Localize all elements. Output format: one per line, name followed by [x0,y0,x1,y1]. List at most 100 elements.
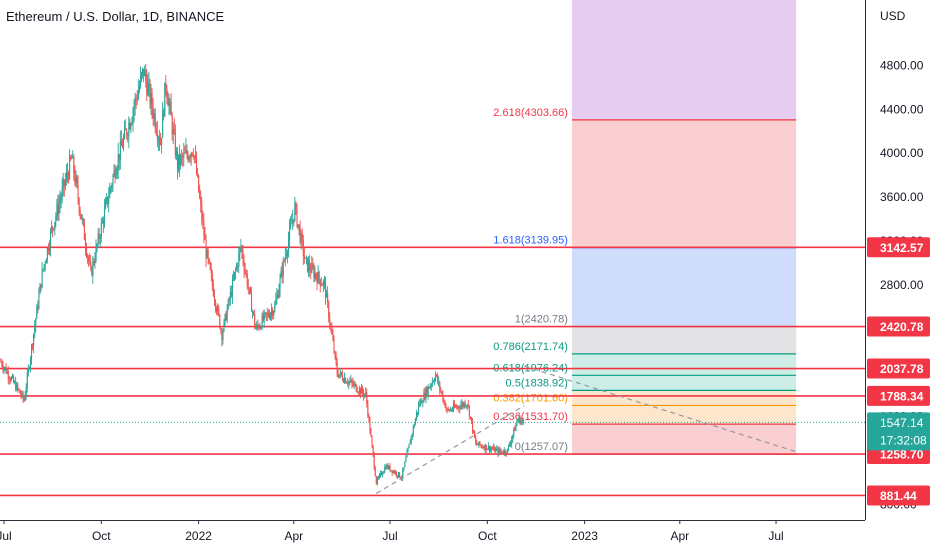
candle-body [232,278,235,280]
candle-body [385,467,387,469]
candle-body [351,380,353,383]
candle-body [195,158,198,174]
candle-body [167,97,169,106]
fib-level-label: 0(1257.07) [515,441,568,453]
y-tick-label: 3600.00 [880,190,924,204]
candle-body [226,308,228,321]
fib-level-label: 0.382(1701.60) [493,392,568,404]
candle-body [281,270,283,277]
candle-body [309,262,311,271]
candle-body [162,110,164,138]
candle-body [448,409,450,411]
y-tick-label: 4800.00 [880,58,924,72]
candle-body [514,428,516,431]
candle-body [380,472,382,475]
candle-body [265,312,267,315]
candle-body [190,153,192,158]
candle-body [512,434,514,439]
candle-body [392,471,394,473]
candle-body [447,408,449,410]
candle-body [209,262,211,270]
candle-body [356,391,358,393]
candle-body [89,261,91,263]
candle-body [146,79,148,96]
candle-body [156,133,158,140]
candle-body [166,88,168,98]
candle-body [335,353,337,363]
candle-body [114,169,116,179]
candle-body [69,156,71,179]
price-axis[interactable] [865,0,932,550]
candle-body [342,379,345,383]
candle-body [522,420,524,421]
candle-body [412,426,414,435]
candle-body [236,264,238,270]
candle-body [285,255,287,257]
candle-body [53,228,55,230]
candle-body [32,345,34,347]
fib-band [571,424,797,455]
candle-body [179,154,181,166]
candle-body [2,366,4,370]
trendline[interactable] [524,365,797,453]
candle-body [185,149,187,153]
candle-body [10,377,13,381]
level-price-tag [867,485,930,506]
candle-body [56,204,58,217]
candle-body [133,105,135,111]
candle-body [465,405,467,407]
candle-body [467,404,469,406]
candle-body [500,451,502,453]
candle-body [211,274,213,286]
candle-body [29,358,32,368]
candle-body [362,387,364,393]
candle-body [117,154,119,169]
candle-body [413,424,415,427]
candle-body [189,157,191,159]
level-price-tag [867,358,930,379]
candle-body [328,302,330,319]
candle-body [296,205,298,227]
candle-body [352,382,354,386]
candle-body [312,264,314,268]
candle-body [513,428,515,435]
candle-body [403,466,405,470]
candle-body [313,267,315,278]
candle-body [272,310,274,316]
candle-body [163,110,165,117]
candle-body [284,255,286,261]
candle-body [424,392,426,399]
candle-body [320,284,322,286]
candle-body [482,447,484,449]
candle-body [423,392,425,403]
candle-body [323,280,326,282]
candle-body [433,380,436,382]
candle-body [204,236,206,241]
candle-body [91,267,93,276]
candle-body [371,436,373,446]
candle-body [442,393,444,401]
countdown-label: 17:32:08 [880,433,927,447]
fib-level-label: 2.618(4303.66) [493,107,568,119]
candle-body [326,293,328,298]
candle-body [278,289,280,298]
time-axis[interactable] [0,520,865,550]
candle-body [25,387,27,396]
candle-body [338,374,340,378]
candle-body [132,110,134,122]
candle-body [325,280,327,298]
candle-body [1,361,3,367]
candle-body [128,122,130,137]
candle-body [200,197,202,204]
trendline[interactable] [375,405,525,494]
candle-body [165,82,167,89]
candle-body [301,233,303,241]
candle-body [496,448,498,450]
candle-body [21,392,23,396]
candle-body [280,270,282,278]
last-price-label: 1547.14 [880,416,924,430]
candle-body [517,419,519,422]
candle-body [330,324,332,328]
candle-body [491,448,493,450]
